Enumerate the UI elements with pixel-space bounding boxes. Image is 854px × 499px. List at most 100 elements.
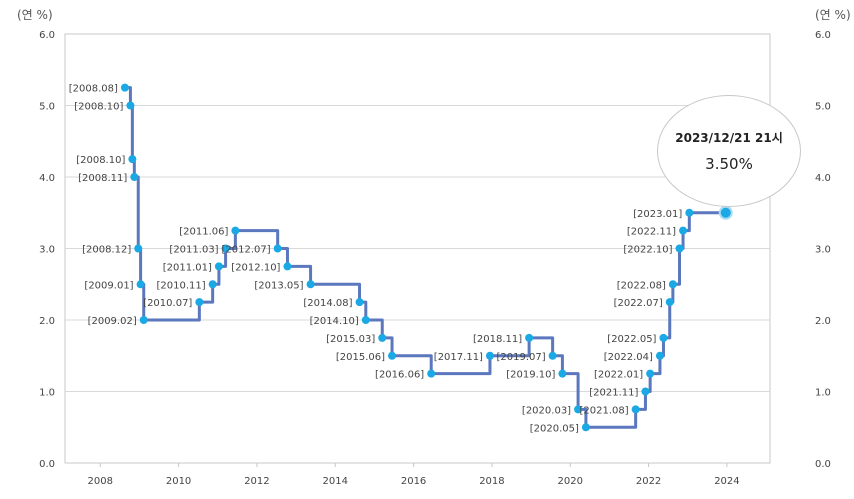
data-label: [2009.01] (84, 280, 133, 291)
data-label: [2022.01] (594, 370, 643, 381)
data-point[interactable] (355, 298, 364, 307)
data-label: [2010.11] (157, 280, 206, 291)
data-label: [2013.05] (254, 280, 303, 291)
data-point[interactable] (195, 298, 204, 307)
y-tick-right: 0.0 (815, 459, 831, 470)
data-point[interactable] (679, 226, 688, 235)
data-label: [2008.08] (69, 84, 118, 95)
data-label: [2022.04] (604, 352, 653, 363)
data-label: [2020.03] (522, 405, 571, 416)
x-tick-label: 2012 (244, 476, 269, 487)
data-labels: [2008.08] [2008.10] [2008.10] [2008.11] [200… (69, 84, 683, 435)
data-point[interactable] (231, 226, 240, 235)
data-point[interactable] (659, 333, 668, 342)
y-tick-right: 4.0 (815, 173, 831, 184)
data-point[interactable] (427, 369, 436, 378)
y-tick-left: 4.0 (39, 173, 55, 184)
data-label: [2011.03] (169, 245, 218, 256)
data-point[interactable] (646, 369, 655, 378)
y-unit-right: (연 %) (815, 8, 851, 22)
data-label: [2011.06] (179, 227, 228, 238)
data-point[interactable] (136, 280, 145, 289)
data-label: [2021.08] (580, 405, 629, 416)
data-label: [2017.11] (434, 352, 483, 363)
data-point[interactable] (306, 280, 315, 289)
data-label: [2018.11] (473, 334, 522, 345)
data-point[interactable] (525, 333, 534, 342)
data-point[interactable] (655, 351, 664, 360)
data-point[interactable] (361, 316, 370, 324)
y-tick-left: 6.0 (39, 30, 55, 41)
data-point[interactable] (378, 333, 387, 342)
data-points (120, 83, 733, 432)
data-label: [2020.05] (530, 423, 579, 434)
data-point[interactable] (221, 244, 230, 253)
data-point[interactable] (283, 262, 292, 271)
data-point[interactable] (548, 351, 557, 360)
data-label: [2012.10] (231, 262, 280, 273)
data-point[interactable] (126, 101, 135, 110)
data-point[interactable] (120, 83, 129, 92)
data-label: [2016.06] (375, 370, 424, 381)
data-label: [2014.08] (303, 298, 352, 309)
data-point[interactable] (641, 387, 650, 396)
axis-ticks: 0.0 0.0 1.0 1.0 2.0 2.0 3.0 3.0 4.0 4.0 5.0 5.0 6.0 6… (39, 30, 831, 487)
data-point[interactable] (134, 244, 143, 253)
data-point[interactable] (685, 208, 694, 217)
x-tick-label: 2010 (166, 476, 191, 487)
x-tick-label: 2016 (401, 476, 426, 487)
data-label: [2010.07] (143, 298, 192, 309)
data-point[interactable] (128, 155, 137, 164)
data-point[interactable] (665, 298, 674, 307)
data-point[interactable] (631, 405, 640, 414)
data-label: [2021.11] (589, 388, 638, 399)
data-label: [2012.07] (222, 245, 271, 256)
data-point[interactable] (139, 316, 148, 324)
data-point[interactable] (485, 351, 494, 360)
data-label: [2008.12] (82, 245, 131, 256)
data-label: [2022.10] (623, 245, 672, 256)
x-tick-label: 2024 (714, 476, 739, 487)
y-tick-left: 5.0 (39, 102, 55, 113)
y-unit-left: (연 %) (17, 8, 53, 22)
data-label: [2011.01] (163, 262, 212, 273)
data-point[interactable] (675, 244, 684, 253)
y-tick-right: 3.0 (815, 245, 831, 256)
data-point[interactable] (581, 423, 590, 432)
tooltip-date: 2023/12/21 21시 (675, 131, 783, 145)
data-point[interactable] (130, 173, 139, 181)
y-tick-right: 1.0 (815, 388, 831, 399)
current-rate-point[interactable] (718, 205, 733, 220)
data-point[interactable] (208, 280, 217, 289)
data-label: [2022.11] (627, 227, 676, 238)
data-point[interactable] (214, 262, 223, 271)
data-point[interactable] (668, 280, 677, 289)
data-label: [2019.10] (506, 370, 555, 381)
data-label: [2023.01] (633, 209, 682, 220)
y-tick-right: 6.0 (815, 30, 831, 41)
data-label: [2008.10] (74, 102, 123, 113)
tooltip-value: 3.50% (705, 155, 753, 173)
data-label: [2014.10] (310, 316, 359, 327)
data-point[interactable] (558, 369, 567, 378)
y-tick-left: 2.0 (39, 316, 55, 327)
x-tick-label: 2008 (88, 476, 113, 487)
data-label: [2022.05] (607, 334, 656, 345)
data-label: [2022.08] (617, 280, 666, 291)
data-label: [2009.02] (88, 316, 137, 327)
x-tick-label: 2020 (558, 476, 583, 487)
data-label: [2008.11] (78, 173, 127, 184)
data-point[interactable] (388, 351, 397, 360)
y-tick-right: 2.0 (815, 316, 831, 327)
y-tick-right: 5.0 (815, 102, 831, 113)
data-point[interactable] (574, 405, 583, 414)
y-tick-left: 3.0 (39, 245, 55, 256)
x-tick-label: 2014 (323, 476, 348, 487)
x-tick-label: 2022 (636, 476, 661, 487)
data-label: [2008.10] (76, 155, 125, 166)
y-tick-left: 0.0 (39, 459, 55, 470)
data-point[interactable] (273, 244, 282, 253)
data-label: [2015.03] (326, 334, 375, 345)
data-label: [2015.06] (336, 352, 385, 363)
